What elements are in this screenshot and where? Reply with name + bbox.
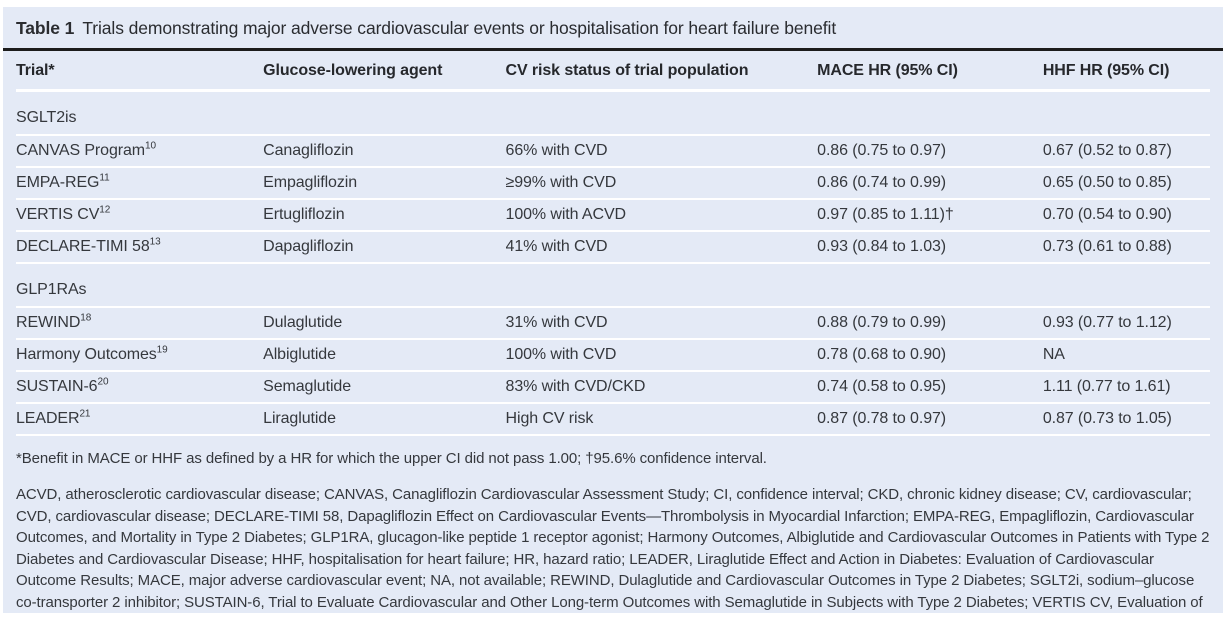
cv-risk-cell: 100% with ACVD	[505, 199, 818, 232]
table-title: Table 1 Trials demonstrating major advers…	[3, 7, 1223, 51]
agent-cell: Semaglutide	[263, 371, 506, 404]
footnote-abbreviations: ACVD, atherosclerotic cardiovascular dis…	[16, 486, 1210, 611]
reference-superscript: 20	[97, 376, 109, 388]
reference-superscript: 13	[149, 236, 161, 248]
cv-risk-cell: 41% with CVD	[505, 231, 818, 264]
reference-superscript: 21	[79, 408, 91, 420]
trial-name: EMPA-REG	[16, 174, 100, 191]
column-header-agent: Glucose-lowering agent	[263, 51, 506, 92]
agent-cell: Empagliflozin	[263, 167, 506, 200]
table-row: DECLARE-TIMI 5813 Dapagliflozin 41% with…	[16, 231, 1210, 264]
table-row: VERTIS CV12 Ertugliflozin 100% with ACVD…	[16, 199, 1210, 232]
reference-superscript: 12	[99, 204, 111, 216]
column-header-cv-risk: CV risk status of trial population	[505, 51, 818, 92]
hhf-hr-cell: 0.87 (0.73 to 1.05)	[1042, 403, 1210, 436]
trial-name: CANVAS Program	[16, 142, 146, 159]
reference-superscript: 18	[80, 312, 92, 324]
trial-cell: VERTIS CV12	[16, 199, 264, 232]
hhf-hr-cell: 0.65 (0.50 to 0.85)	[1042, 167, 1210, 200]
trial-name: SUSTAIN-6	[16, 378, 98, 395]
table-title-text: Trials demonstrating major adverse cardi…	[82, 18, 837, 38]
section-row-glp1ras: GLP1RAs	[16, 263, 1210, 308]
reference-superscript: 11	[99, 172, 110, 184]
hhf-hr-cell: 0.73 (0.61 to 0.88)	[1042, 231, 1210, 264]
table-row: CANVAS Program10 Canagliflozin 66% with …	[16, 135, 1210, 168]
table-row: SUSTAIN-620 Semaglutide 83% with CVD/CKD…	[16, 371, 1210, 404]
agent-cell: Liraglutide	[263, 403, 506, 436]
hhf-hr-cell: 0.67 (0.52 to 0.87)	[1042, 135, 1210, 168]
trials-table: Trial* Glucose-lowering agent CV risk st…	[16, 51, 1210, 436]
mace-hr-cell: 0.86 (0.74 to 0.99)	[817, 167, 1043, 200]
header-row: Trial* Glucose-lowering agent CV risk st…	[16, 51, 1210, 92]
reference-superscript: 19	[156, 344, 168, 356]
hhf-hr-cell: 0.70 (0.54 to 0.90)	[1042, 199, 1210, 232]
cv-risk-cell: 31% with CVD	[505, 307, 818, 340]
cv-risk-cell: 66% with CVD	[505, 135, 818, 168]
table-row: Harmony Outcomes19 Albiglutide 100% with…	[16, 339, 1210, 372]
trial-cell: EMPA-REG11	[16, 167, 264, 200]
mace-hr-cell: 0.74 (0.58 to 0.95)	[817, 371, 1043, 404]
reference-superscript: 10	[145, 140, 156, 152]
trial-cell: DECLARE-TIMI 5813	[16, 231, 264, 264]
cv-risk-cell: 83% with CVD/CKD	[505, 371, 818, 404]
footnote-symbols: *Benefit in MACE or HHF as defined by a …	[16, 450, 767, 467]
section-label: SGLT2is	[16, 90, 1210, 136]
table-wrapper: Trial* Glucose-lowering agent CV risk st…	[3, 51, 1223, 436]
hhf-hr-cell: 1.11 (0.77 to 1.61)	[1042, 371, 1210, 404]
trial-name: LEADER	[16, 410, 80, 427]
column-header-trial: Trial*	[16, 51, 264, 92]
trial-cell: CANVAS Program10	[16, 135, 264, 168]
agent-cell: Canagliflozin	[263, 135, 506, 168]
agent-cell: Dapagliflozin	[263, 231, 506, 264]
table-row: EMPA-REG11 Empagliflozin ≥99% with CVD 0…	[16, 167, 1210, 200]
section-label: GLP1RAs	[16, 263, 1210, 308]
hhf-hr-cell: NA	[1042, 339, 1210, 372]
trial-name: DECLARE-TIMI 58	[16, 238, 150, 255]
section-row-sglt2is: SGLT2is	[16, 90, 1210, 136]
cv-risk-cell: 100% with CVD	[505, 339, 818, 372]
table-row: REWIND18 Dulaglutide 31% with CVD 0.88 (…	[16, 307, 1210, 340]
hhf-hr-cell: 0.93 (0.77 to 1.12)	[1042, 307, 1210, 340]
cv-risk-cell: High CV risk	[505, 403, 818, 436]
trial-name: VERTIS CV	[16, 206, 100, 223]
mace-hr-cell: 0.86 (0.75 to 0.97)	[817, 135, 1043, 168]
cv-risk-cell: ≥99% with CVD	[505, 167, 818, 200]
trial-name: Harmony Outcomes	[16, 346, 157, 363]
mace-hr-cell: 0.78 (0.68 to 0.90)	[817, 339, 1043, 372]
mace-hr-cell: 0.97 (0.85 to 1.11)†	[817, 199, 1043, 232]
mace-hr-cell: 0.87 (0.78 to 0.97)	[817, 403, 1043, 436]
trial-cell: Harmony Outcomes19	[16, 339, 264, 372]
agent-cell: Albiglutide	[263, 339, 506, 372]
table-row: LEADER21 Liraglutide High CV risk 0.87 (…	[16, 403, 1210, 436]
table-card: Table 1 Trials demonstrating major advers…	[3, 7, 1223, 613]
trial-name: REWIND	[16, 314, 81, 331]
column-header-hhf-hr: HHF HR (95% CI)	[1042, 51, 1210, 92]
mace-hr-cell: 0.88 (0.79 to 0.99)	[817, 307, 1043, 340]
trial-cell: REWIND18	[16, 307, 264, 340]
trial-cell: SUSTAIN-620	[16, 371, 264, 404]
mace-hr-cell: 0.93 (0.84 to 1.03)	[817, 231, 1043, 264]
trial-cell: LEADER21	[16, 403, 264, 436]
agent-cell: Dulaglutide	[263, 307, 506, 340]
footnotes-area: *Benefit in MACE or HHF as defined by a …	[3, 436, 1223, 613]
column-header-mace-hr: MACE HR (95% CI)	[817, 51, 1043, 92]
table-number-label: Table 1	[16, 18, 75, 38]
agent-cell: Ertugliflozin	[263, 199, 506, 232]
